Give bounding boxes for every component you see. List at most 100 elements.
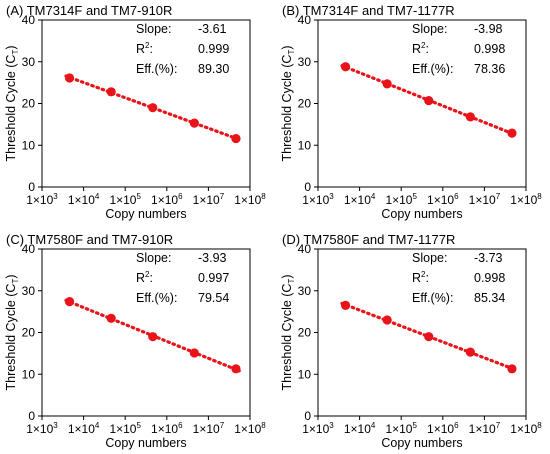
data-point <box>148 332 158 342</box>
y-tick-label: 0 <box>304 409 311 423</box>
y-tick-label: 20 <box>22 97 36 111</box>
stat-label: Eff.(%): <box>412 291 453 305</box>
data-point <box>189 348 199 358</box>
stat-value: -3.98 <box>474 22 503 36</box>
x-tick-label: 1×104 <box>344 421 376 436</box>
stat-value: -3.73 <box>474 251 503 265</box>
x-tick-label: 1×106 <box>151 192 183 207</box>
stat-label: Slope: <box>412 22 447 36</box>
stat-value: 85.34 <box>474 291 505 305</box>
y-tick-label: 40 <box>298 13 312 27</box>
stat-value: 0.997 <box>198 271 229 285</box>
x-tick-label: 1×105 <box>109 192 141 207</box>
chart-panel-2: (B) TM7314F and TM7-1177R 0 10 20 30 40 1×103 1… <box>280 3 542 221</box>
stat-label: R2: <box>136 41 153 56</box>
data-point <box>148 103 158 113</box>
x-axis-label: Copy numbers <box>381 436 462 450</box>
stat-label: Eff.(%): <box>412 62 453 76</box>
y-axis-label: Threshold Cycle (CT) <box>4 45 20 161</box>
stat-label: R2: <box>136 270 153 285</box>
y-tick-label: 20 <box>298 97 312 111</box>
data-point <box>507 128 517 138</box>
stat-label: Slope: <box>136 251 171 265</box>
stat-value: 89.30 <box>198 62 229 76</box>
data-point <box>340 62 351 72</box>
x-tick-label: 1×106 <box>151 421 183 436</box>
y-tick-label: 30 <box>298 55 312 69</box>
data-point <box>382 79 392 89</box>
stat-value: 78.36 <box>474 62 505 76</box>
data-point <box>507 364 517 374</box>
chart-title: (D) TM7580F and TM7-1177R <box>282 232 455 247</box>
x-axis-label: Copy numbers <box>105 207 186 221</box>
x-tick-label: 1×103 <box>26 421 58 436</box>
stat-value: 0.998 <box>474 271 505 285</box>
y-axis-label: Threshold Cycle (CT) <box>280 45 296 161</box>
y-tick-label: 10 <box>298 138 312 152</box>
data-point <box>382 315 392 325</box>
x-tick-label: 1×104 <box>68 192 100 207</box>
y-tick-label: 0 <box>28 180 35 194</box>
x-tick-label: 1×107 <box>469 421 501 436</box>
x-tick-label: 1×104 <box>68 421 100 436</box>
data-point <box>231 364 241 374</box>
x-tick-label: 1×107 <box>469 192 501 207</box>
chart-title: (C) TM7580F and TM7-910R <box>6 232 173 247</box>
y-tick-label: 20 <box>298 326 312 340</box>
y-tick-label: 10 <box>22 367 36 381</box>
y-tick-label: 40 <box>22 242 36 256</box>
x-tick-label: 1×107 <box>193 421 225 436</box>
y-axis-label: Threshold Cycle (CT) <box>4 274 20 390</box>
y-tick-label: 40 <box>22 13 36 27</box>
stat-value: 0.998 <box>474 42 505 56</box>
data-point <box>106 313 116 323</box>
y-axis-label: Threshold Cycle (CT) <box>280 274 296 390</box>
y-tick-label: 30 <box>298 284 312 298</box>
stat-label: Slope: <box>412 251 447 265</box>
chart-panel-1: (A) TM7314F and TM7-910R 0 10 20 30 40 1×103 1×… <box>4 3 266 221</box>
data-point <box>106 87 116 97</box>
stat-value: 0.999 <box>198 42 229 56</box>
x-tick-label: 1×105 <box>385 421 417 436</box>
data-point <box>64 73 75 83</box>
x-tick-label: 1×104 <box>344 192 376 207</box>
stat-label: R2: <box>412 41 429 56</box>
x-tick-label: 1×108 <box>510 421 542 436</box>
data-point <box>64 297 75 307</box>
data-point <box>424 332 434 342</box>
y-tick-label: 40 <box>298 242 312 256</box>
data-point <box>465 347 475 357</box>
stat-label: Eff.(%): <box>136 291 177 305</box>
stat-value: -3.61 <box>198 22 227 36</box>
y-tick-label: 10 <box>22 138 36 152</box>
x-tick-label: 1×103 <box>302 421 334 436</box>
x-tick-label: 1×103 <box>302 192 334 207</box>
y-tick-label: 0 <box>28 409 35 423</box>
y-tick-label: 30 <box>22 55 36 69</box>
data-point <box>231 133 241 144</box>
data-point <box>424 95 434 106</box>
x-axis-label: Copy numbers <box>105 436 186 450</box>
stat-value: 79.54 <box>198 291 229 305</box>
data-point <box>189 118 199 128</box>
y-tick-label: 20 <box>22 326 36 340</box>
data-point <box>465 112 475 122</box>
x-tick-label: 1×108 <box>510 192 542 207</box>
y-tick-label: 0 <box>304 180 311 194</box>
chart-panel-3: (C) TM7580F and TM7-910R 0 10 20 30 40 1×103 1×… <box>4 232 266 450</box>
stat-value: -3.93 <box>198 251 227 265</box>
x-tick-label: 1×103 <box>26 192 58 207</box>
x-tick-label: 1×105 <box>109 421 141 436</box>
y-tick-label: 10 <box>298 367 312 381</box>
x-tick-label: 1×105 <box>385 192 417 207</box>
stat-label: Slope: <box>136 22 171 36</box>
stat-label: Eff.(%): <box>136 62 177 76</box>
x-tick-label: 1×108 <box>234 421 266 436</box>
x-axis-label: Copy numbers <box>381 207 462 221</box>
x-tick-label: 1×107 <box>193 192 225 207</box>
y-tick-label: 30 <box>22 284 36 298</box>
x-tick-label: 1×106 <box>427 421 459 436</box>
chart-panel-4: (D) TM7580F and TM7-1177R 0 10 20 30 40 1×103 1… <box>280 232 542 450</box>
x-tick-label: 1×106 <box>427 192 459 207</box>
